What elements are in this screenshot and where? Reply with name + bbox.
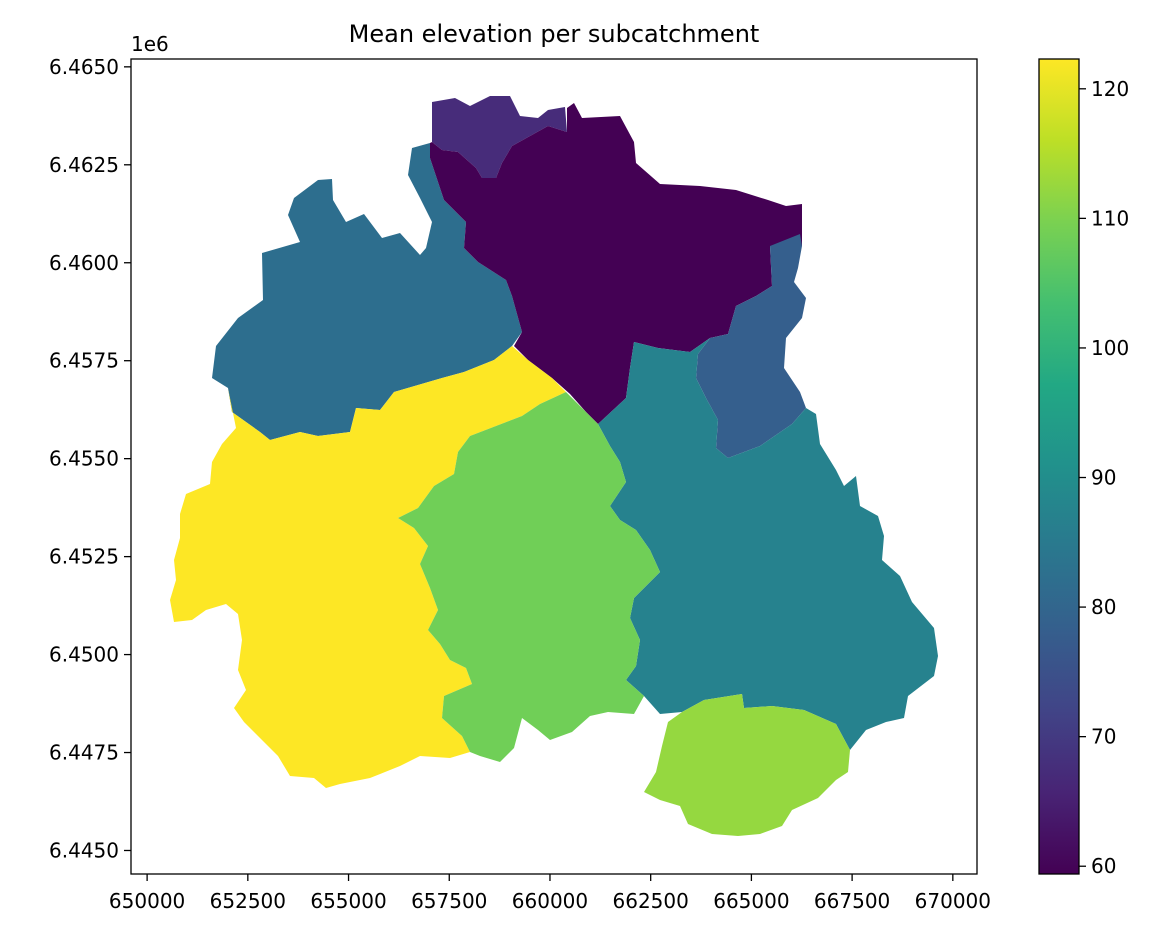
colorbar-tick-label: 70 [1091,725,1116,749]
region-west [170,346,566,788]
y-tick-label: 6.4600 [49,251,119,275]
region-central [398,392,660,762]
x-tick-label: 650000 [109,889,185,913]
y-tick-label: 6.4650 [49,55,119,79]
y-offset-label: 1e6 [131,32,169,56]
y-tick-label: 6.4500 [49,643,119,667]
region-south [644,694,850,836]
colorbar [1038,58,1080,875]
region-northwest [212,143,522,440]
y-tick-label: 6.4475 [49,741,119,765]
plot-area-frame [130,58,978,875]
x-tick-label: 655000 [310,889,386,913]
colorbar-axis: 60 70 80 90 100 110 120 [1079,77,1129,878]
x-axis: 650000 652500 655000 657500 660000 662500 6650… [109,874,991,913]
y-tick-label: 6.4625 [49,153,119,177]
chart-title: Mean elevation per subcatchment [349,20,760,48]
map-regions [170,96,938,836]
x-tick-label: 652500 [210,889,286,913]
x-tick-label: 667500 [814,889,890,913]
x-tick-label: 670000 [915,889,991,913]
y-axis: 6.4450 6.4475 6.4500 6.4525 6.4550 6.4575 6.46… [49,55,131,862]
colorbar-tick-label: 110 [1091,206,1129,230]
colorbar-tick-label: 100 [1091,336,1129,360]
y-tick-label: 6.4550 [49,447,119,471]
region-northeast [696,234,806,458]
x-tick-label: 662500 [613,889,689,913]
colorbar-tick-label: 90 [1091,466,1116,490]
y-tick-label: 6.4450 [49,838,119,862]
x-tick-label: 657500 [411,889,487,913]
x-tick-label: 660000 [512,889,588,913]
colorbar-tick-label: 120 [1091,77,1129,101]
region-north [430,103,802,424]
x-tick-label: 665000 [713,889,789,913]
colorbar-tick-label: 60 [1091,854,1116,878]
colorbar-tick-label: 80 [1091,595,1116,619]
y-tick-label: 6.4525 [49,545,119,569]
region-east [598,338,938,750]
y-tick-label: 6.4575 [49,349,119,373]
region-north-top [432,96,567,178]
